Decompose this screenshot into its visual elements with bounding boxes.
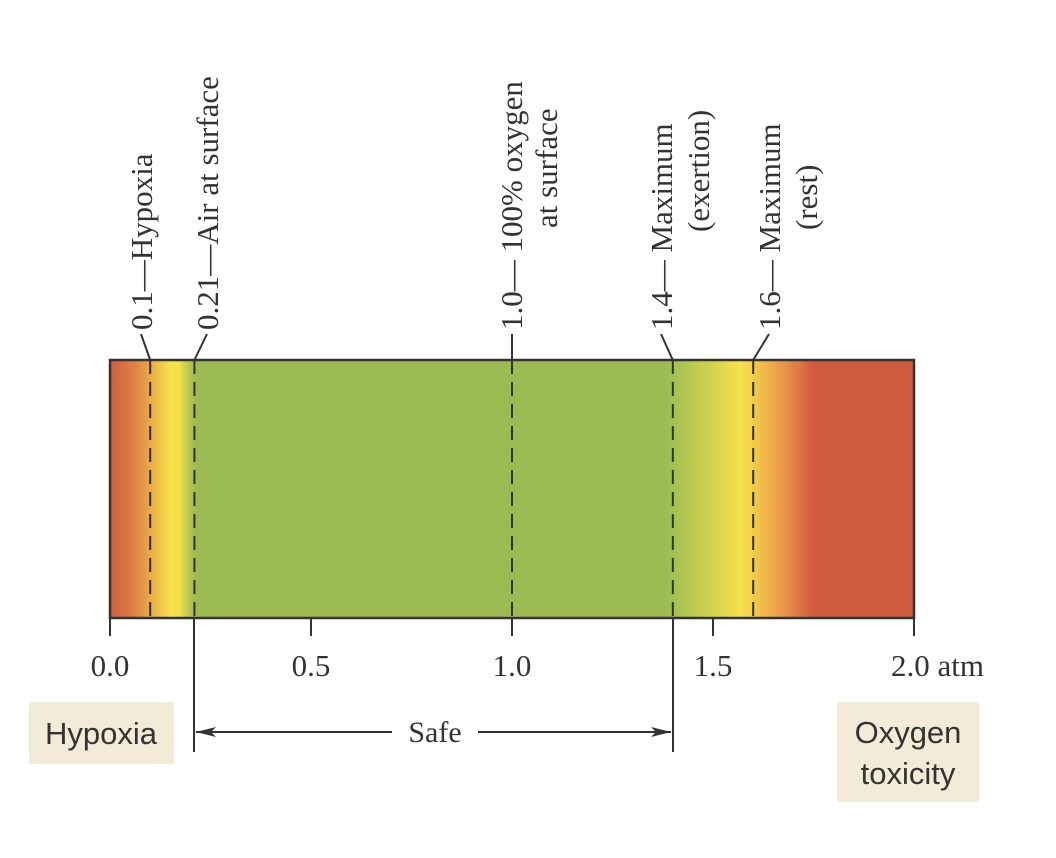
tick-label: 0.0 [91, 648, 130, 683]
safe-label: Safe [408, 716, 461, 749]
axis-ticks [109, 618, 915, 636]
marker-label-text: 1.0— 100% oxygen [494, 81, 529, 330]
tick-label: 1.0 [493, 648, 532, 683]
marker-leader-line [660, 333, 674, 361]
hypoxia-label-box [29, 702, 174, 764]
marker-label-text: (exertion) [681, 110, 716, 232]
tick-label: 2.0 atm [891, 648, 984, 683]
marker-lines [140, 333, 770, 618]
marker-label-1.4: 1.4— Maximum (exertion) [644, 110, 716, 330]
marker-label-0.1: 0.1—Hypoxia [124, 153, 159, 330]
hypoxia-label-text: Hypoxia [45, 716, 158, 751]
tick-label: 0.5 [292, 648, 331, 683]
marker-label-text: 0.21—Air at surface [190, 76, 225, 330]
tick-label: 1.5 [694, 648, 733, 683]
toxicity-label-box [837, 702, 979, 802]
oxygen-toxicity-zone-label: Oxygen toxicity [837, 702, 979, 802]
pressure-bar [108, 358, 916, 620]
marker-leader-line [140, 333, 152, 361]
marker-label-text: 1.4— Maximum [644, 123, 679, 330]
marker-leader-line [193, 333, 208, 361]
marker-label-text: (rest) [789, 165, 824, 230]
marker-label-1.6: 1.6— Maximum (rest) [752, 123, 824, 330]
marker-label-text: at surface [529, 108, 564, 228]
toxicity-label-line2: toxicity [861, 756, 956, 791]
safe-range: Safe [193, 618, 674, 752]
toxicity-label-line1: Oxygen [855, 715, 962, 750]
marker-label-text: 0.1—Hypoxia [124, 153, 159, 330]
marker-label-text: 1.6— Maximum [752, 123, 787, 330]
hypoxia-zone-label: Hypoxia [29, 702, 174, 764]
marker-label-0.21: 0.21—Air at surface [190, 76, 225, 330]
marker-label-1.0: 1.0— 100% oxygen at surface [494, 81, 564, 330]
marker-leader-line [752, 333, 770, 361]
